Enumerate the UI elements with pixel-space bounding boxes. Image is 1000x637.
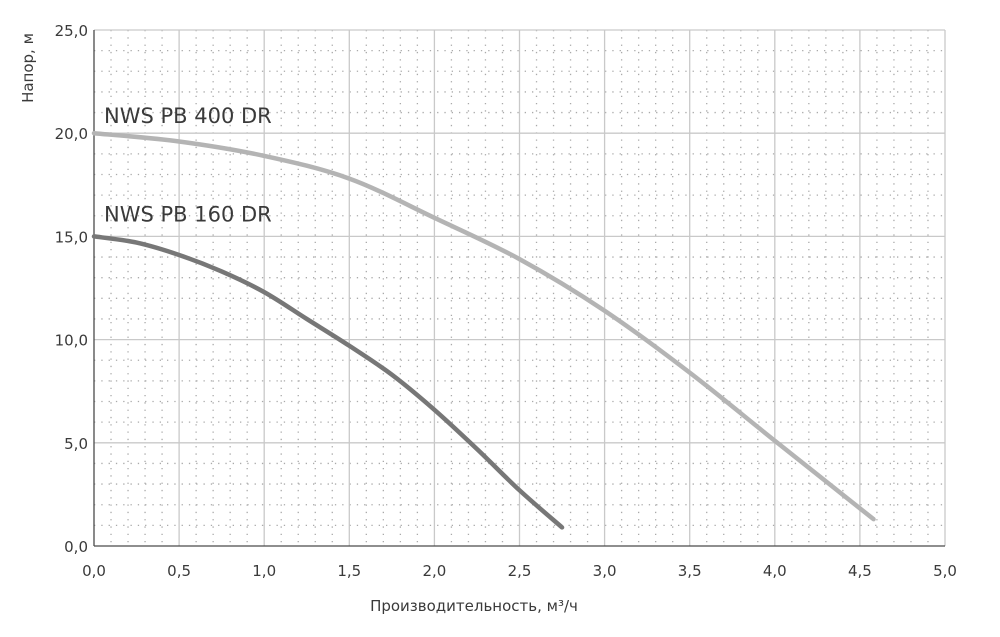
series-line-nws-pb-160-dr (91, 234, 565, 530)
y-axis-title: Напор, м (19, 33, 37, 103)
series-labels: NWS PB 400 DR NWS PB 160 DR (104, 104, 272, 226)
x-tick-label: 1,0 (252, 562, 276, 580)
x-tick-label: 0,0 (82, 562, 106, 580)
y-tick-label: 20,0 (55, 125, 88, 143)
series-line-nws-pb-400-dr (91, 130, 876, 522)
series-label-nws-pb-400-dr: NWS PB 400 DR (104, 104, 272, 128)
x-tick-label: 4,5 (848, 562, 872, 580)
axes (93, 30, 945, 547)
x-tick-label: 5,0 (933, 562, 957, 580)
y-tick-labels: 0,0 5,0 10,0 15,0 20,0 25,0 (55, 22, 88, 556)
y-tick-label: 10,0 (55, 332, 88, 350)
x-tick-label: 0,5 (167, 562, 191, 580)
series-label-nws-pb-160-dr: NWS PB 160 DR (104, 202, 272, 226)
x-tick-label: 1,5 (337, 562, 361, 580)
major-gridlines (94, 29, 946, 546)
x-tick-label: 3,5 (678, 562, 702, 580)
y-tick-label: 0,0 (64, 538, 88, 556)
x-tick-labels: 0,0 0,5 1,0 1,5 2,0 2,5 3,0 3,5 4,0 4,5 5,0 (82, 562, 957, 580)
y-tick-label: 5,0 (64, 435, 88, 453)
x-axis-title: Производительность, м³/ч (370, 597, 578, 615)
x-tick-label: 2,0 (422, 562, 446, 580)
x-tick-label: 3,0 (593, 562, 617, 580)
x-tick-label: 2,5 (508, 562, 532, 580)
x-tick-label: 4,0 (763, 562, 787, 580)
y-tick-label: 15,0 (55, 228, 88, 246)
y-tick-label: 25,0 (55, 22, 88, 40)
series-layer (91, 130, 876, 530)
